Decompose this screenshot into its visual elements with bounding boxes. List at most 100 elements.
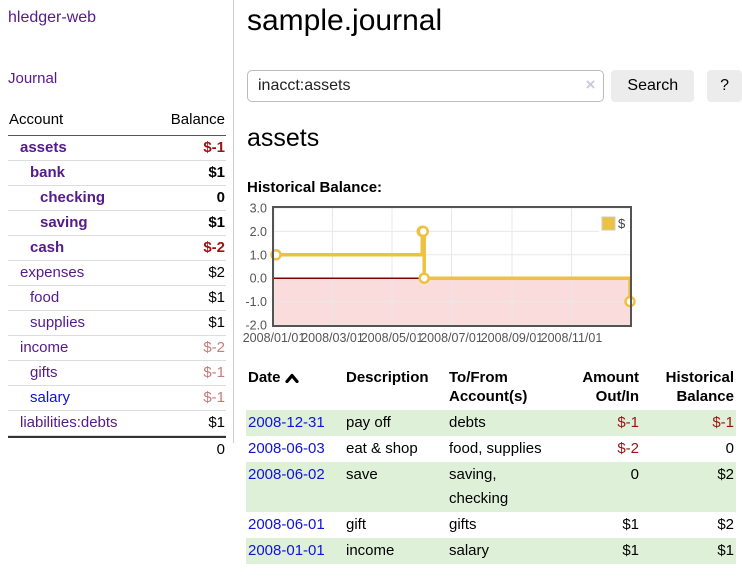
account-link[interactable]: salary [30, 389, 71, 406]
register-header-description: Description [346, 369, 429, 386]
account-name-cell: assets [8, 136, 153, 161]
register-header-date[interactable]: Date [246, 366, 344, 410]
register-date-cell: 2008-06-02 [246, 462, 344, 512]
account-balance: $1 [152, 286, 226, 311]
svg-text:3.0: 3.0 [250, 202, 267, 216]
account-heading: assets [247, 124, 320, 152]
accounts-total-spacer [8, 436, 153, 462]
account-name-cell: salary [8, 386, 153, 411]
account-link[interactable]: assets [20, 139, 67, 156]
account-row: checking 0 [8, 186, 226, 211]
register-amount-cell: $-2 [617, 440, 639, 457]
register-amount-cell: $1 [622, 542, 639, 559]
svg-text:2008/11/01: 2008/11/01 [541, 331, 603, 345]
register-row: 2008-06-01 gift gifts $1 $2 [246, 512, 736, 538]
register-balance-cell: $2 [717, 516, 734, 533]
register-row: 2008-12-31 pay off debts $-1 $-1 [246, 410, 736, 436]
chart-title: Historical Balance: [247, 179, 383, 196]
account-link[interactable]: liabilities:debts [20, 414, 118, 431]
account-row: supplies $1 [8, 311, 226, 336]
sidebar-divider [233, 0, 234, 443]
register-accounts-cell: food, supplies [449, 440, 542, 457]
search-button[interactable]: Search [611, 70, 695, 102]
accounts-header-row: Account Balance [8, 108, 226, 136]
transaction-date-link[interactable]: 2008-01-01 [248, 542, 325, 559]
register-row: 2008-06-03 eat & shop food, supplies $-2 0 [246, 436, 736, 462]
register-accounts-cell: saving, checking [449, 466, 509, 507]
transaction-date-link[interactable]: 2008-06-02 [248, 466, 325, 483]
svg-text:2008/01/01: 2008/01/01 [243, 331, 306, 345]
account-link[interactable]: checking [40, 189, 106, 206]
account-row: salary $-1 [8, 386, 226, 411]
register-balance-cell: $2 [717, 466, 734, 483]
account-name-cell: liabilities:debts [8, 411, 153, 436]
register-amount-cell: $1 [622, 516, 639, 533]
transaction-date-link[interactable]: 2008-06-03 [248, 440, 325, 457]
register-table: Date Description To/From Account(s) Amou… [246, 366, 736, 564]
svg-text:-1.0: -1.0 [245, 295, 267, 309]
register-row: 2008-06-02 save saving, checking 0 $2 [246, 462, 736, 512]
register-accounts-cell: gifts [449, 516, 477, 533]
account-name-cell: supplies [8, 311, 153, 336]
account-link[interactable]: gifts [30, 364, 58, 381]
account-link[interactable]: bank [30, 164, 66, 181]
register-date-cell: 2008-06-03 [246, 436, 344, 462]
sidebar: hledger-web Journal Account Balance asse… [0, 0, 233, 462]
register-date-cell: 2008-06-01 [246, 512, 344, 538]
page-title: sample.journal [247, 4, 443, 37]
account-name-cell: cash [8, 236, 153, 261]
clear-search-icon[interactable]: × [585, 75, 596, 94]
account-name-cell: saving [8, 211, 153, 236]
svg-text:$: $ [618, 216, 626, 231]
account-balance: $-1 [152, 361, 226, 386]
nav-journal-link[interactable]: Journal [8, 70, 58, 87]
brand-link[interactable]: hledger-web [8, 9, 97, 26]
search-input[interactable] [247, 70, 605, 102]
svg-text:2008/03/01: 2008/03/01 [301, 331, 364, 345]
chart-canvas: $3.0 2.0 1.0 0.0 -1.0 -2.02008/01/012008/03/0… [243, 202, 636, 345]
account-link[interactable]: income [20, 339, 69, 356]
svg-text:2008/05/01: 2008/05/01 [361, 331, 424, 345]
account-balance: $2 [152, 261, 226, 286]
account-name-cell: checking [8, 186, 153, 211]
register-date-cell: 2008-01-01 [246, 538, 344, 564]
account-link[interactable]: expenses [20, 264, 85, 281]
account-name-cell: expenses [8, 261, 153, 286]
accounts-header-balance: Balance [152, 108, 226, 136]
account-balance: $1 [152, 211, 226, 236]
help-button[interactable]: ? [707, 70, 742, 102]
search-form: × Search ? [247, 70, 742, 102]
register-description-cell: save [346, 466, 378, 483]
transaction-date-link[interactable]: 2008-06-01 [248, 516, 325, 533]
accounts-table: Account Balance assets $-1 bank $1 checking 0… [8, 108, 226, 462]
transaction-date-link[interactable]: 2008-12-31 [248, 414, 325, 431]
accounts-total-value: 0 [152, 436, 226, 462]
register-amount-cell: $-1 [617, 414, 639, 431]
account-link[interactable]: saving [40, 214, 88, 231]
account-row: saving $1 [8, 211, 226, 236]
register-accounts-cell: salary [449, 542, 490, 559]
account-balance: 0 [152, 186, 226, 211]
register-balance-cell: $1 [717, 542, 734, 559]
register-balance-cell: $-1 [712, 414, 734, 431]
account-name-cell: food [8, 286, 153, 311]
account-name-cell: bank [8, 161, 153, 186]
account-link[interactable]: food [30, 289, 60, 306]
account-balance: $1 [152, 411, 226, 436]
main-content: sample.journal × Search ? assets Histori… [243, 0, 742, 564]
register-amount-cell: 0 [630, 466, 639, 483]
register-description-cell: gift [346, 516, 367, 533]
register-accounts-cell: debts [449, 414, 486, 431]
svg-text:0.0: 0.0 [250, 272, 267, 286]
account-row: income $-2 [8, 336, 226, 361]
register-header-balance: Historical Balance [665, 369, 734, 405]
register-description-cell: eat & shop [346, 440, 418, 457]
svg-text:-2.0: -2.0 [245, 319, 267, 333]
account-row: food $1 [8, 286, 226, 311]
svg-text:2008/07/01: 2008/07/01 [420, 331, 483, 345]
account-link[interactable]: supplies [30, 314, 86, 331]
register-balance-cell: 0 [725, 440, 734, 457]
account-balance: $1 [152, 311, 226, 336]
account-balance: $-1 [152, 386, 226, 411]
account-link[interactable]: cash [30, 239, 65, 256]
